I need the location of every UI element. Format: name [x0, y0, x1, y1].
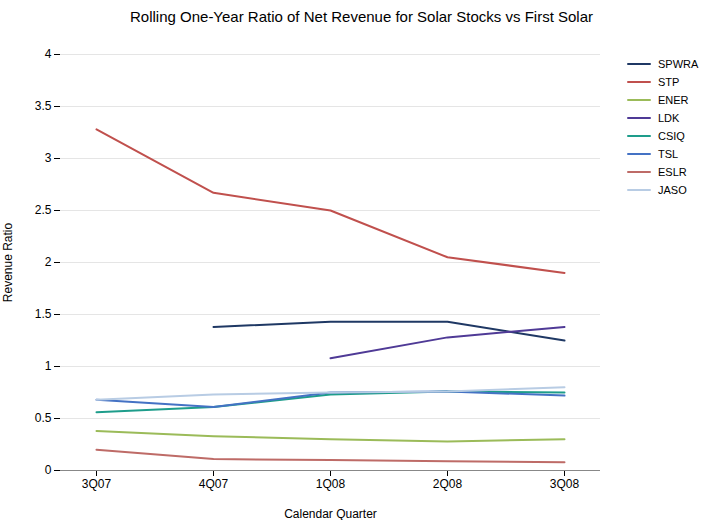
- svg-text:3Q07: 3Q07: [82, 477, 112, 491]
- svg-text:Revenue Ratio: Revenue Ratio: [1, 222, 15, 302]
- svg-text:3: 3: [45, 151, 52, 165]
- svg-text:3.5: 3.5: [35, 99, 52, 113]
- svg-text:3Q08: 3Q08: [550, 477, 580, 491]
- svg-text:4: 4: [45, 47, 52, 61]
- html-text:CSIQ: CSIQ: [658, 130, 685, 142]
- html-text:SPWRA: SPWRA: [658, 58, 699, 70]
- svg-text:2Q08: 2Q08: [433, 477, 463, 491]
- svg-text:1.5: 1.5: [35, 307, 52, 321]
- svg-text:4Q07: 4Q07: [199, 477, 229, 491]
- html-text:STP: STP: [658, 76, 680, 88]
- svg-text:Calendar Quarter: Calendar Quarter: [284, 507, 377, 521]
- svg-text:1Q08: 1Q08: [316, 477, 346, 491]
- html-text:ENER: ENER: [658, 94, 689, 106]
- svg-text:2: 2: [45, 255, 52, 269]
- html-text:ESLR: ESLR: [658, 166, 687, 178]
- html-text:Rolling One-Year Ratio of Net: Rolling One-Year Ratio of Net Revenue fo…: [130, 8, 593, 25]
- html-text:TSL: TSL: [658, 148, 679, 160]
- html-text:LDK: LDK: [658, 112, 680, 124]
- html-text:JASO: JASO: [658, 184, 687, 196]
- svg-text:1: 1: [45, 359, 52, 373]
- svg-text:0.5: 0.5: [35, 411, 52, 425]
- svg-text:0: 0: [45, 463, 52, 477]
- svg-text:2.5: 2.5: [35, 203, 52, 217]
